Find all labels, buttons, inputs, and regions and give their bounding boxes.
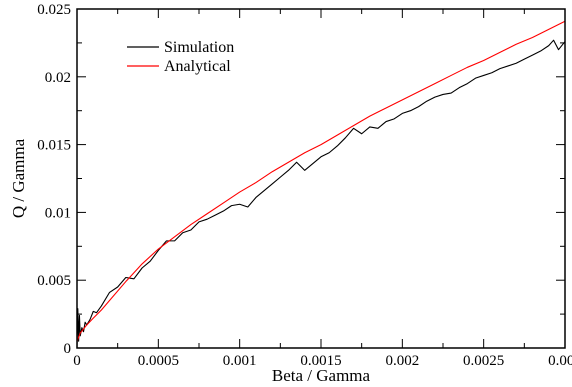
x-tick-label: 0.001 [223, 353, 257, 369]
x-tick-label: 0 [73, 353, 81, 369]
series-line-analytical [76, 20, 566, 342]
y-tick-label: 0.015 [37, 138, 71, 154]
legend-box [122, 34, 252, 78]
y-tick-label: 0.01 [45, 205, 71, 221]
legend-label-simulation: Simulation [164, 39, 234, 56]
legend: Simulation Analytical [122, 34, 252, 78]
y-tick-label: 0.025 [37, 2, 71, 18]
x-tick-label: 0.002 [385, 353, 419, 369]
series-line-simulation [76, 39, 566, 349]
x-tick-label: 0.003 [548, 353, 572, 369]
y-axis-label: Q / Gamma [9, 138, 28, 218]
x-axis-label: Beta / Gamma [272, 366, 371, 385]
y-tick-label: 0 [64, 341, 72, 357]
legend-label-analytical: Analytical [164, 58, 231, 75]
x-tick-label: 0.0005 [138, 353, 179, 369]
y-axis-ticks: 0 0.005 0.01 0.015 0.02 0.025 [37, 2, 565, 357]
x-axis-ticks: 0 0.0005 0.001 0.0015 0.002 0.0025 0.003 [73, 9, 572, 369]
x-tick-label: 0.0015 [300, 353, 341, 369]
x-tick-label: 0.0025 [463, 353, 504, 369]
y-tick-label: 0.02 [45, 70, 71, 86]
y-tick-label: 0.005 [37, 273, 71, 289]
series-layer [76, 20, 566, 349]
